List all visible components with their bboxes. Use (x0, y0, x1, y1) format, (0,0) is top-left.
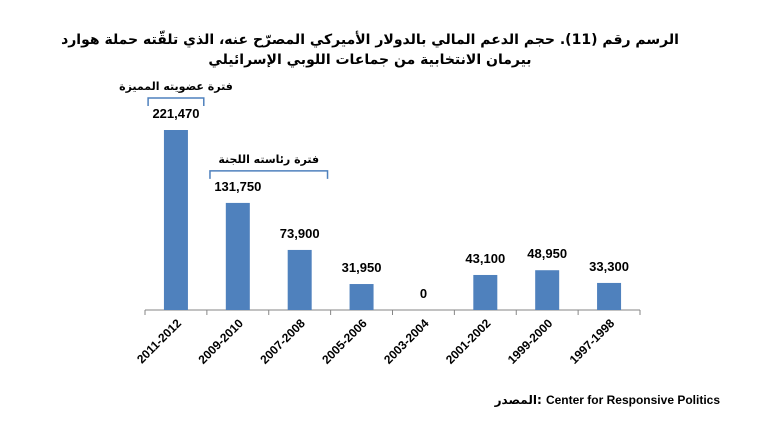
data-label-2009-2010: 131,750 (214, 179, 261, 194)
source-value: Center for Responsive Politics (545, 393, 720, 407)
bar-1997-1998 (597, 282, 622, 310)
annotation-label-0: فترة عضويته المميزة (119, 80, 233, 93)
x-tick-label-1997-1998: 1997-1998 (567, 316, 618, 367)
data-label-2005-2006: 31,950 (342, 260, 382, 275)
data-label-1999-2000: 48,950 (527, 246, 567, 261)
bar-2011-2012 (163, 130, 188, 310)
x-tick-label-2011-2012: 2011-2012 (134, 316, 184, 366)
x-tick-label-1999-2000: 1999-2000 (505, 316, 556, 367)
annotation-bracket-0 (147, 97, 205, 106)
bar-2009-2010 (225, 202, 250, 310)
x-tick-label-2007-2008: 2007-2008 (257, 316, 308, 367)
x-tick-label-2003-2004: 2003-2004 (381, 316, 432, 367)
source-label: المصدر: (494, 393, 542, 407)
bar-2007-2008 (287, 249, 312, 310)
data-label-2003-2004: 0 (420, 286, 427, 301)
x-tick-label-2005-2006: 2005-2006 (319, 316, 370, 367)
data-label-1997-1998: 33,300 (589, 259, 629, 274)
data-label-2011-2012: 221,470 (152, 106, 199, 121)
bar-1999-2000 (535, 270, 560, 310)
data-label-2001-2002: 43,100 (465, 251, 505, 266)
annotation-label-1: فترة رئاسته اللجنة (218, 153, 319, 166)
bar-2001-2002 (473, 274, 498, 310)
data-label-2007-2008: 73,900 (280, 226, 320, 241)
chart-title: الرسم رقم (11). حجم الدعم المالي بالدولا… (61, 32, 679, 68)
source-note: المصدر: Center for Responsive Politics (495, 393, 720, 407)
annotation-bracket-1 (209, 170, 329, 179)
bar-2005-2006 (349, 284, 374, 310)
x-tick-label-2009-2010: 2009-2010 (195, 316, 246, 367)
x-tick-label-2001-2002: 2001-2002 (443, 316, 494, 367)
